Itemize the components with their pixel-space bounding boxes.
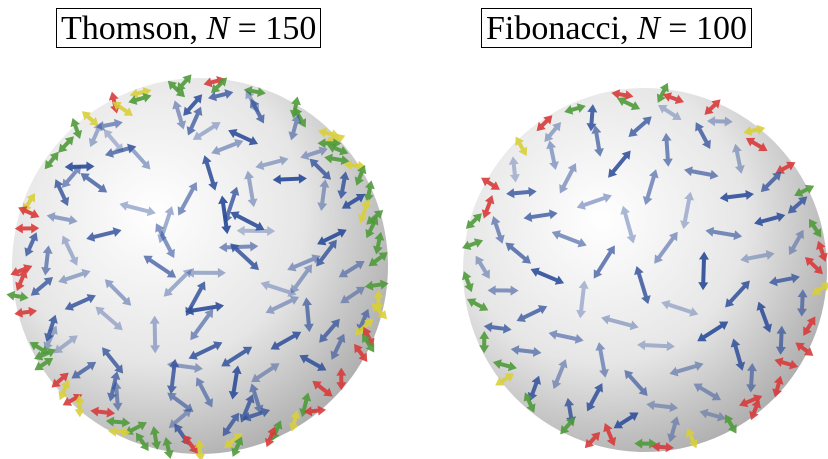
method: Fibonacci, (486, 10, 629, 47)
panel-title: Thomson, N = 150 (56, 8, 321, 48)
variable: N (206, 10, 229, 47)
figure: Thomson, N = 150 Fibonacci, N = 100 (() … (0, 0, 828, 459)
method: Thomson, (61, 10, 198, 47)
spheres (0, 0, 828, 459)
variable: N (637, 10, 660, 47)
value-text: = 150 (238, 10, 317, 47)
value-text: = 100 (668, 10, 747, 47)
panel-title: Fibonacci, N = 100 (481, 8, 752, 48)
